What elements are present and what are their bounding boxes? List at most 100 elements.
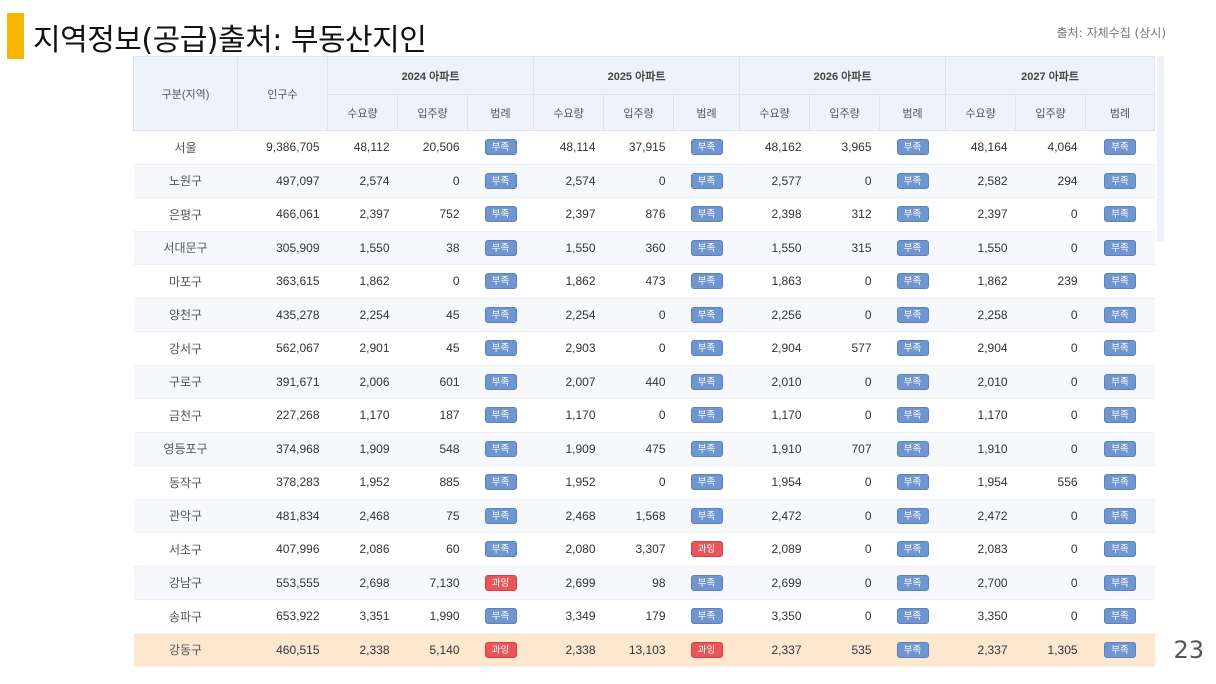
supply-cell: 1,568 xyxy=(603,499,674,533)
supply-cell: 0 xyxy=(397,164,468,198)
supply-cell: 876 xyxy=(603,197,674,232)
supply-cell: 0 xyxy=(809,465,880,500)
supply-cell: 315 xyxy=(809,231,880,265)
legend-cell: 부족 xyxy=(879,365,946,399)
shortage-badge: 부족 xyxy=(896,373,929,390)
table-row: 강서구 562,067 2,901 45 부족 2,903 0 부족 2,904 577 부족 2,9… xyxy=(133,331,1155,366)
shortage-badge: 부족 xyxy=(484,474,517,491)
region-name-cell: 강동구 xyxy=(133,633,238,667)
demand-cell: 2,338 xyxy=(533,633,604,667)
demand-cell: 1,862 xyxy=(327,264,398,299)
source-note: 출처: 자체수집 (상시) xyxy=(1056,26,1166,40)
supply-cell: 75 xyxy=(397,499,468,533)
page-title: 지역정보(공급)출처: 부동산지인 xyxy=(33,23,427,58)
supply-cell: 440 xyxy=(603,365,674,399)
region-name-cell: 양천구 xyxy=(133,298,238,332)
demand-cell: 2,582 xyxy=(945,164,1016,198)
demand-cell: 1,170 xyxy=(945,398,1016,433)
header-demand: 수요량 xyxy=(945,94,1017,131)
legend-cell: 부족 xyxy=(673,231,740,265)
demand-cell: 1,170 xyxy=(739,398,810,433)
table-row: 양천구 435,278 2,254 45 부족 2,254 0 부족 2,256 0 부족 2,258… xyxy=(133,298,1155,332)
region-name-cell: 영등포구 xyxy=(133,432,238,466)
table-scrollbar[interactable] xyxy=(1157,56,1164,241)
supply-cell: 3,307 xyxy=(603,532,674,567)
legend-cell: 과잉 xyxy=(467,566,534,600)
region-name-cell: 마포구 xyxy=(133,264,238,299)
header-population: 인구수 xyxy=(237,56,328,131)
supply-cell: 3,965 xyxy=(809,130,880,165)
demand-cell: 2,574 xyxy=(533,164,604,198)
demand-cell: 2,468 xyxy=(533,499,604,533)
population-cell: 227,268 xyxy=(237,398,328,433)
table-row: 동작구 378,283 1,952 885 부족 1,952 0 부족 1,954 0 부족 1,95… xyxy=(133,465,1155,500)
header-supply: 입주량 xyxy=(1015,94,1087,131)
supply-cell: 0 xyxy=(1015,398,1086,433)
shortage-badge: 부족 xyxy=(896,172,929,189)
shortage-badge: 부족 xyxy=(896,507,929,524)
legend-cell: 부족 xyxy=(673,331,740,366)
demand-cell: 2,468 xyxy=(327,499,398,533)
shortage-badge: 부족 xyxy=(1104,507,1137,524)
demand-cell: 1,952 xyxy=(533,465,604,500)
demand-cell: 1,170 xyxy=(533,398,604,433)
supply-cell: 179 xyxy=(603,599,674,634)
legend-cell: 부족 xyxy=(673,599,740,634)
legend-cell: 과잉 xyxy=(673,532,740,567)
supply-cell: 0 xyxy=(603,331,674,366)
demand-cell: 2,699 xyxy=(739,566,810,600)
legend-cell: 부족 xyxy=(879,599,946,634)
legend-cell: 부족 xyxy=(467,130,534,165)
demand-cell: 48,162 xyxy=(739,130,810,165)
demand-cell: 48,164 xyxy=(945,130,1016,165)
supply-cell: 0 xyxy=(1015,231,1086,265)
shortage-badge: 부족 xyxy=(1104,574,1137,591)
header-year-2024: 2024 아파트 xyxy=(326,56,535,95)
shortage-badge: 부족 xyxy=(896,306,929,323)
supply-cell: 360 xyxy=(603,231,674,265)
supply-cell: 0 xyxy=(809,532,880,567)
shortage-badge: 부족 xyxy=(484,407,517,424)
demand-cell: 2,254 xyxy=(533,298,604,332)
supply-cell: 0 xyxy=(1015,599,1086,634)
supply-cell: 45 xyxy=(397,331,468,366)
shortage-badge: 부족 xyxy=(690,407,723,424)
shortage-badge: 부족 xyxy=(690,340,723,357)
legend-cell: 부족 xyxy=(673,197,740,232)
header-year-2026: 2026 아파트 xyxy=(739,56,947,95)
demand-cell: 48,112 xyxy=(327,130,398,165)
supply-cell: 294 xyxy=(1015,164,1086,198)
shortage-badge: 부족 xyxy=(484,541,517,558)
legend-cell: 부족 xyxy=(1085,164,1155,198)
supply-cell: 5,140 xyxy=(397,633,468,667)
header-supply: 입주량 xyxy=(603,94,675,131)
supply-cell: 0 xyxy=(603,465,674,500)
legend-cell: 부족 xyxy=(1085,197,1155,232)
shortage-badge: 부족 xyxy=(1104,541,1137,558)
supply-cell: 239 xyxy=(1015,264,1086,299)
shortage-badge: 부족 xyxy=(690,474,723,491)
shortage-badge: 부족 xyxy=(896,206,929,223)
demand-cell: 1,862 xyxy=(533,264,604,299)
demand-cell: 3,351 xyxy=(327,599,398,634)
demand-cell: 1,863 xyxy=(739,264,810,299)
supply-cell: 475 xyxy=(603,432,674,466)
supply-cell: 0 xyxy=(603,164,674,198)
supply-cell: 473 xyxy=(603,264,674,299)
demand-cell: 2,337 xyxy=(945,633,1016,667)
legend-cell: 부족 xyxy=(1085,532,1155,567)
population-cell: 378,283 xyxy=(237,465,328,500)
demand-cell: 2,083 xyxy=(945,532,1016,567)
shortage-badge: 부족 xyxy=(896,641,929,658)
shortage-badge: 부족 xyxy=(896,541,929,558)
supply-cell: 0 xyxy=(603,398,674,433)
header-year-2027: 2027 아파트 xyxy=(945,56,1156,95)
supply-cell: 20,506 xyxy=(397,130,468,165)
population-cell: 553,555 xyxy=(237,566,328,600)
supply-cell: 1,305 xyxy=(1015,633,1086,667)
legend-cell: 부족 xyxy=(673,566,740,600)
shortage-badge: 부족 xyxy=(896,139,929,156)
population-cell: 653,922 xyxy=(237,599,328,634)
demand-cell: 1,910 xyxy=(739,432,810,466)
legend-cell: 부족 xyxy=(1085,398,1155,433)
